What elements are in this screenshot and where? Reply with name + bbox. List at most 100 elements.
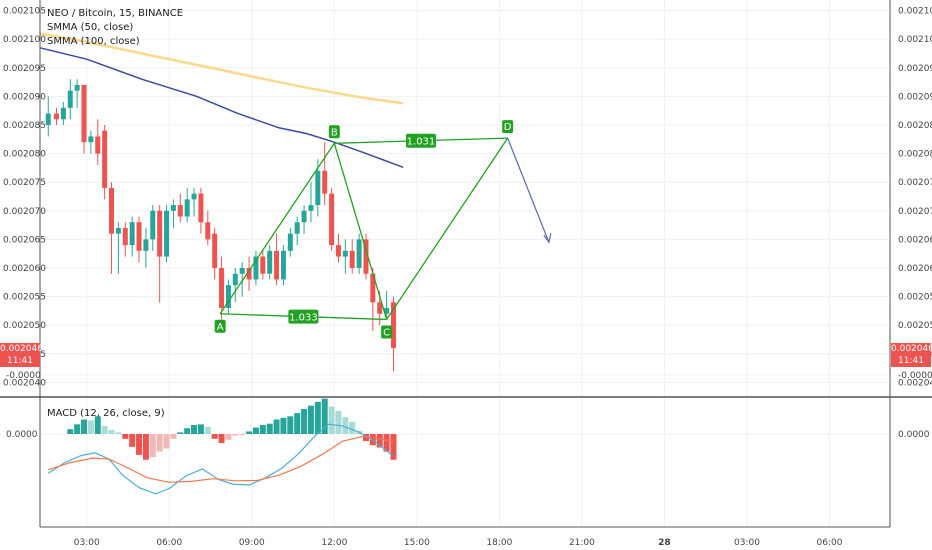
price-tag-value: 0.002046 — [0, 344, 43, 354]
macd-histogram-bar — [74, 424, 81, 434]
candle-down — [157, 210, 163, 257]
candle-down — [322, 170, 328, 194]
macd-histogram-bar — [122, 434, 129, 439]
macd-tick-label: -0.0000 — [6, 371, 41, 381]
pattern-line — [333, 143, 388, 320]
time-tick-label: 28 — [658, 538, 671, 548]
smma-100-line — [39, 47, 404, 169]
candle-down — [81, 84, 87, 143]
candle-up — [280, 250, 286, 280]
macd-histogram-bar — [349, 421, 356, 434]
macd-histogram-bar — [280, 417, 287, 434]
time-tick-label: 06:00 — [817, 538, 843, 548]
macd-histogram-bar — [328, 406, 335, 434]
candle-down — [219, 268, 225, 309]
price-tick-label: 0.002060 — [3, 264, 46, 274]
macd-legend: MACD (12, 26, close, 9) — [47, 407, 165, 421]
macd-histogram-bar — [218, 434, 225, 444]
time-tick-label: 12:00 — [321, 538, 347, 548]
price-tick-label: 0.002040 — [898, 378, 932, 388]
candle-down — [335, 245, 341, 257]
smma-100-label[interactable]: SMMA (100, close) — [47, 36, 140, 47]
macd-histogram-bar — [376, 434, 383, 448]
smma-50-line — [39, 32, 404, 105]
macd-histogram-bar — [287, 416, 294, 434]
macd-histogram-bar — [94, 416, 101, 434]
price-tick-label: 0.002100 — [898, 35, 932, 45]
arrow-head-icon — [543, 233, 552, 244]
time-tick-label: 09:00 — [239, 538, 265, 548]
macd-histogram-bar — [67, 429, 74, 434]
candle-up — [342, 250, 348, 257]
candle-down — [205, 222, 211, 240]
candle-down — [260, 256, 266, 274]
candle-up — [294, 222, 300, 234]
candle-down — [274, 250, 280, 280]
candle-down — [198, 193, 204, 223]
smma-50-label[interactable]: SMMA (50, close) — [47, 22, 134, 33]
macd-tick-label: -0.0000 — [898, 371, 932, 381]
symbol-title[interactable]: NEO / Bitcoin, 15, BINANCE — [47, 8, 184, 19]
macd-label[interactable]: MACD (12, 26, close, 9) — [47, 408, 165, 419]
macd-histogram-bar — [390, 434, 397, 460]
time-axis: 03:00 06:00 09:00 12:00 15:00 18:00 21:00 28 03:… — [74, 538, 843, 548]
macd-histogram-bar — [156, 434, 163, 452]
pattern-point-marker — [381, 325, 393, 339]
candle-up — [308, 205, 314, 211]
macd-histogram-bar — [177, 432, 184, 434]
macd-histogram-bar — [129, 434, 136, 447]
time-tick-label: 21:00 — [569, 538, 595, 548]
macd-histogram-bar — [239, 434, 246, 435]
price-tick-label: 0.002055 — [3, 293, 46, 303]
candle-up — [267, 250, 273, 274]
macd-tick-label: 0.0000 — [898, 430, 930, 440]
candle-up — [301, 210, 307, 223]
price-tick-label: 0.002095 — [3, 64, 46, 74]
price-tick-label: 0.002080 — [898, 150, 932, 160]
macd-histogram-bar — [136, 434, 143, 455]
candle-down — [246, 268, 252, 280]
macd-histogram-bar — [149, 434, 156, 458]
candle-down — [122, 227, 128, 246]
price-tick-label: 0.002065 — [3, 235, 46, 245]
pattern-line — [219, 142, 335, 315]
price-tick-label: 0.002085 — [898, 121, 932, 131]
candle-down — [377, 302, 383, 314]
candle-up — [356, 239, 362, 269]
price-tick-label: 0.002050 — [3, 321, 46, 331]
macd-histogram-bar — [232, 434, 239, 436]
macd-histogram-bar — [294, 413, 301, 434]
price-tick-label: 0.002085 — [3, 121, 46, 131]
candle-down — [212, 233, 218, 269]
price-tick-label: 0.002070 — [898, 207, 932, 217]
macd-histogram-bar — [246, 431, 253, 434]
candle-up — [115, 227, 121, 234]
ratio-label: 1.031 — [407, 137, 436, 148]
candle-down — [349, 250, 355, 269]
candle-down — [329, 193, 335, 246]
price-tick-label: 0.002065 — [898, 235, 932, 245]
price-axis: 0.0020400.0020400.0020450.0020450.002050… — [3, 7, 932, 389]
candle-up — [150, 210, 156, 240]
pattern-point-label: D — [504, 122, 512, 133]
macd-histogram-bar — [108, 430, 115, 434]
macd-histogram-bar — [307, 405, 314, 434]
macd-histogram-bar — [197, 424, 204, 434]
pattern-point-marker — [502, 120, 514, 134]
macd-indicator — [47, 398, 397, 495]
candle-up — [74, 84, 80, 91]
time-tick-label: 18:00 — [486, 538, 512, 548]
candle-up — [239, 268, 245, 274]
ratio-label: 1.033 — [289, 313, 318, 324]
macd-histogram-bar — [259, 424, 266, 434]
macd-histogram-bar — [273, 419, 280, 434]
macd-histogram-bar — [101, 425, 108, 434]
pattern-point-label: B — [331, 127, 338, 138]
candle-up — [253, 256, 259, 280]
ratio-label-box — [288, 309, 319, 324]
price-tag-time: 11:41 — [898, 356, 924, 366]
candle-down — [390, 302, 396, 349]
macd-histogram-bar — [321, 398, 328, 434]
candle-down — [177, 205, 183, 217]
